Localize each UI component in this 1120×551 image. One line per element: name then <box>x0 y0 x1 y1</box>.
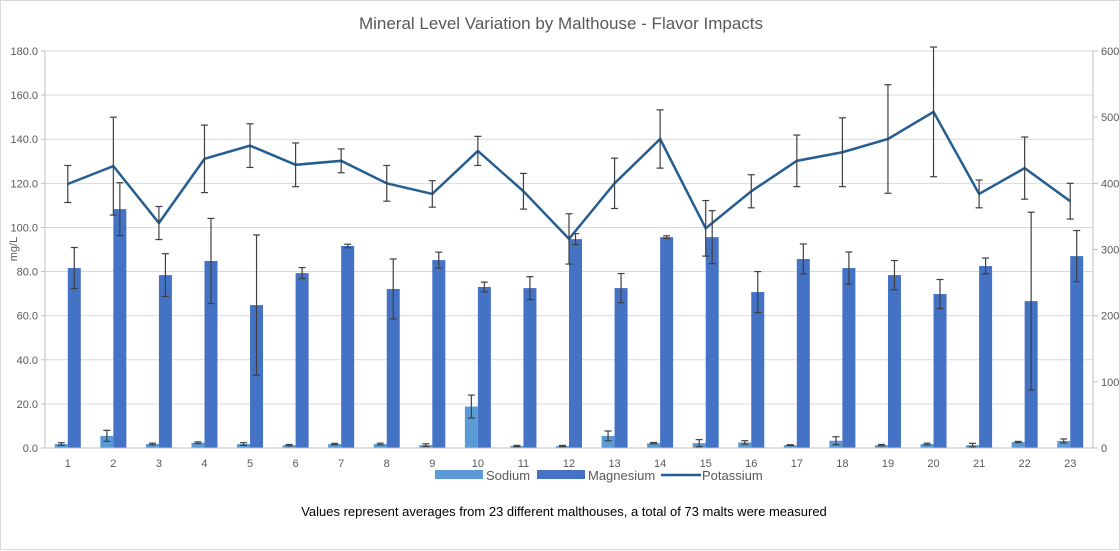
bar-magnesium <box>523 288 536 448</box>
x-tick-label: 8 <box>384 458 390 470</box>
y2-tick-label: 0 <box>1101 443 1107 455</box>
y-tick-label: 180.0 <box>10 46 38 58</box>
y-tick-label: 160.0 <box>10 90 38 102</box>
bar-magnesium <box>432 260 445 448</box>
y-tick-label: 0.0 <box>23 443 38 455</box>
x-tick-label: 9 <box>429 458 435 470</box>
x-tick-label: 12 <box>563 458 575 470</box>
bar-magnesium <box>68 268 81 448</box>
y2-tick-label: 300 <box>1101 245 1119 257</box>
bar-magnesium <box>660 237 673 448</box>
x-tick-label: 14 <box>654 458 666 470</box>
y-tick-label: 60.0 <box>17 311 38 323</box>
bar-magnesium <box>934 294 947 448</box>
y2-tick-label: 500 <box>1101 112 1119 124</box>
bar-magnesium <box>569 239 582 448</box>
bar-magnesium <box>341 246 354 448</box>
x-tick-label: 2 <box>110 458 116 470</box>
y-axis-label: mg/L <box>8 237 20 261</box>
legend-label-sodium: Sodium <box>486 468 530 483</box>
y2-tick-label: 100 <box>1101 377 1119 389</box>
x-tick-label: 4 <box>201 458 207 470</box>
x-tick-label: 22 <box>1019 458 1031 470</box>
x-tick-label: 18 <box>836 458 848 470</box>
x-tick-label: 7 <box>338 458 344 470</box>
x-tick-label: 3 <box>156 458 162 470</box>
x-tick-label: 5 <box>247 458 253 470</box>
bar-magnesium <box>113 209 126 448</box>
x-tick-label: 6 <box>293 458 299 470</box>
bar-magnesium <box>296 273 309 448</box>
y2-tick-label: 400 <box>1101 178 1119 190</box>
y-tick-label: 140.0 <box>10 134 38 146</box>
legend-swatch-sodium <box>435 470 483 479</box>
x-tick-label: 23 <box>1064 458 1076 470</box>
x-tick-label: 10 <box>472 458 484 470</box>
y-tick-label: 100.0 <box>10 222 38 234</box>
x-tick-label: 17 <box>791 458 803 470</box>
bar-magnesium <box>159 275 172 448</box>
x-tick-label: 20 <box>927 458 939 470</box>
x-tick-label: 21 <box>973 458 985 470</box>
bar-magnesium <box>979 266 992 448</box>
bar-magnesium <box>751 292 764 448</box>
y-tick-label: 20.0 <box>17 399 38 411</box>
bar-magnesium <box>478 287 491 448</box>
bar-magnesium <box>615 288 628 448</box>
legend: Sodium Magnesium Potassium <box>435 468 763 483</box>
y-axis-right-ticks: 0 100 200 300 400 500 600 <box>1101 46 1119 455</box>
x-tick-label: 19 <box>882 458 894 470</box>
y-tick-label: 120.0 <box>10 178 38 190</box>
y2-tick-label: 600 <box>1101 46 1119 58</box>
legend-swatch-magnesium <box>537 470 585 479</box>
bar-magnesium <box>706 237 719 448</box>
y-tick-label: 80.0 <box>17 267 38 279</box>
bar-magnesium <box>842 268 855 448</box>
y2-tick-label: 200 <box>1101 311 1119 323</box>
bar-magnesium <box>1070 256 1083 448</box>
bar-magnesium <box>797 259 810 448</box>
y-tick-label: 40.0 <box>17 355 38 367</box>
chart-title: Mineral Level Variation by Malthouse - F… <box>359 14 763 33</box>
legend-label-magnesium: Magnesium <box>588 468 655 483</box>
legend-label-potassium: Potassium <box>702 468 763 483</box>
footnote: Values represent averages from 23 differ… <box>301 504 827 519</box>
x-tick-label: 1 <box>65 458 71 470</box>
bar-magnesium <box>888 275 901 448</box>
